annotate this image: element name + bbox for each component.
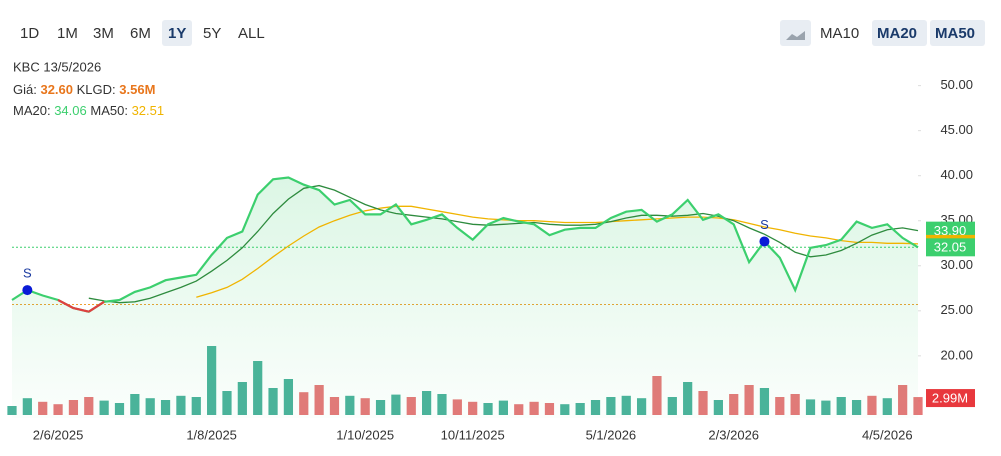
label: MA20:	[13, 103, 51, 118]
x-tick-label: 10/11/2025	[441, 427, 505, 442]
ma50: 32.51	[132, 103, 165, 118]
y-tick-label: 20.00	[940, 347, 973, 362]
price-down-segment	[73, 307, 90, 313]
signal-dot	[759, 236, 770, 247]
x-tick-label: 2/6/2025	[33, 427, 84, 442]
x-tick-label: 4/5/2026	[862, 427, 913, 442]
price-badge-label: 32.05	[934, 240, 967, 255]
ma20: 34.06	[54, 103, 87, 118]
y-tick-label: 40.00	[940, 167, 973, 182]
y-tick-label: 45.00	[940, 122, 973, 137]
price-down-segment	[57, 299, 74, 310]
volume: 3.56M	[119, 82, 155, 97]
y-tick-label: 25.00	[940, 302, 973, 317]
signal-label: S	[760, 217, 769, 232]
range-active-bg	[162, 20, 192, 46]
info-ticker: KBC 13/5/2026	[13, 59, 101, 74]
info-line: MA20: 34.06 MA50: 32.51	[13, 103, 164, 118]
info-line: Giá: 32.60 KLGD: 3.56M	[13, 82, 155, 97]
signal-dot	[22, 285, 33, 296]
price-area	[12, 177, 918, 418]
range-button[interactable]: 1Y	[168, 25, 186, 42]
signal-label: S	[23, 266, 32, 281]
range-button[interactable]: 3M	[93, 25, 114, 42]
price: 32.60	[40, 82, 73, 97]
chart-type-icon	[786, 31, 805, 40]
volume-badge-label: 2.99M	[932, 390, 968, 405]
chart-type-button[interactable]	[780, 20, 811, 46]
x-tick-label: 5/1/2026	[586, 427, 637, 442]
range-button[interactable]: 1D	[20, 25, 39, 42]
ma-line	[88, 184, 919, 304]
indicator-active-bg	[930, 20, 985, 46]
indicator-button[interactable]: MA50	[935, 25, 975, 42]
price-badge	[926, 238, 975, 257]
indicator-button[interactable]: MA20	[877, 25, 917, 42]
price-badge-label: 33.90	[934, 223, 967, 238]
x-tick-label: 1/8/2025	[186, 427, 237, 442]
label: MA50:	[90, 103, 128, 118]
indicator-active-bg	[872, 20, 927, 46]
range-button[interactable]: ALL	[238, 25, 265, 42]
volume-badge	[926, 389, 975, 408]
indicator-button[interactable]: MA10	[820, 25, 859, 42]
range-button[interactable]: 5Y	[203, 25, 221, 42]
ma-line	[196, 205, 919, 298]
range-button[interactable]: 1M	[57, 25, 78, 42]
x-tick-label: 1/10/2025	[336, 427, 394, 442]
label: Giá:	[13, 82, 37, 97]
x-tick-label: 2/3/2026	[708, 427, 759, 442]
y-tick-label: 30.00	[940, 257, 973, 272]
y-tick-label: 50.00	[940, 77, 973, 92]
label: KLGD:	[77, 82, 116, 97]
price-down-segment	[88, 300, 105, 313]
range-button[interactable]: 6M	[130, 25, 151, 42]
